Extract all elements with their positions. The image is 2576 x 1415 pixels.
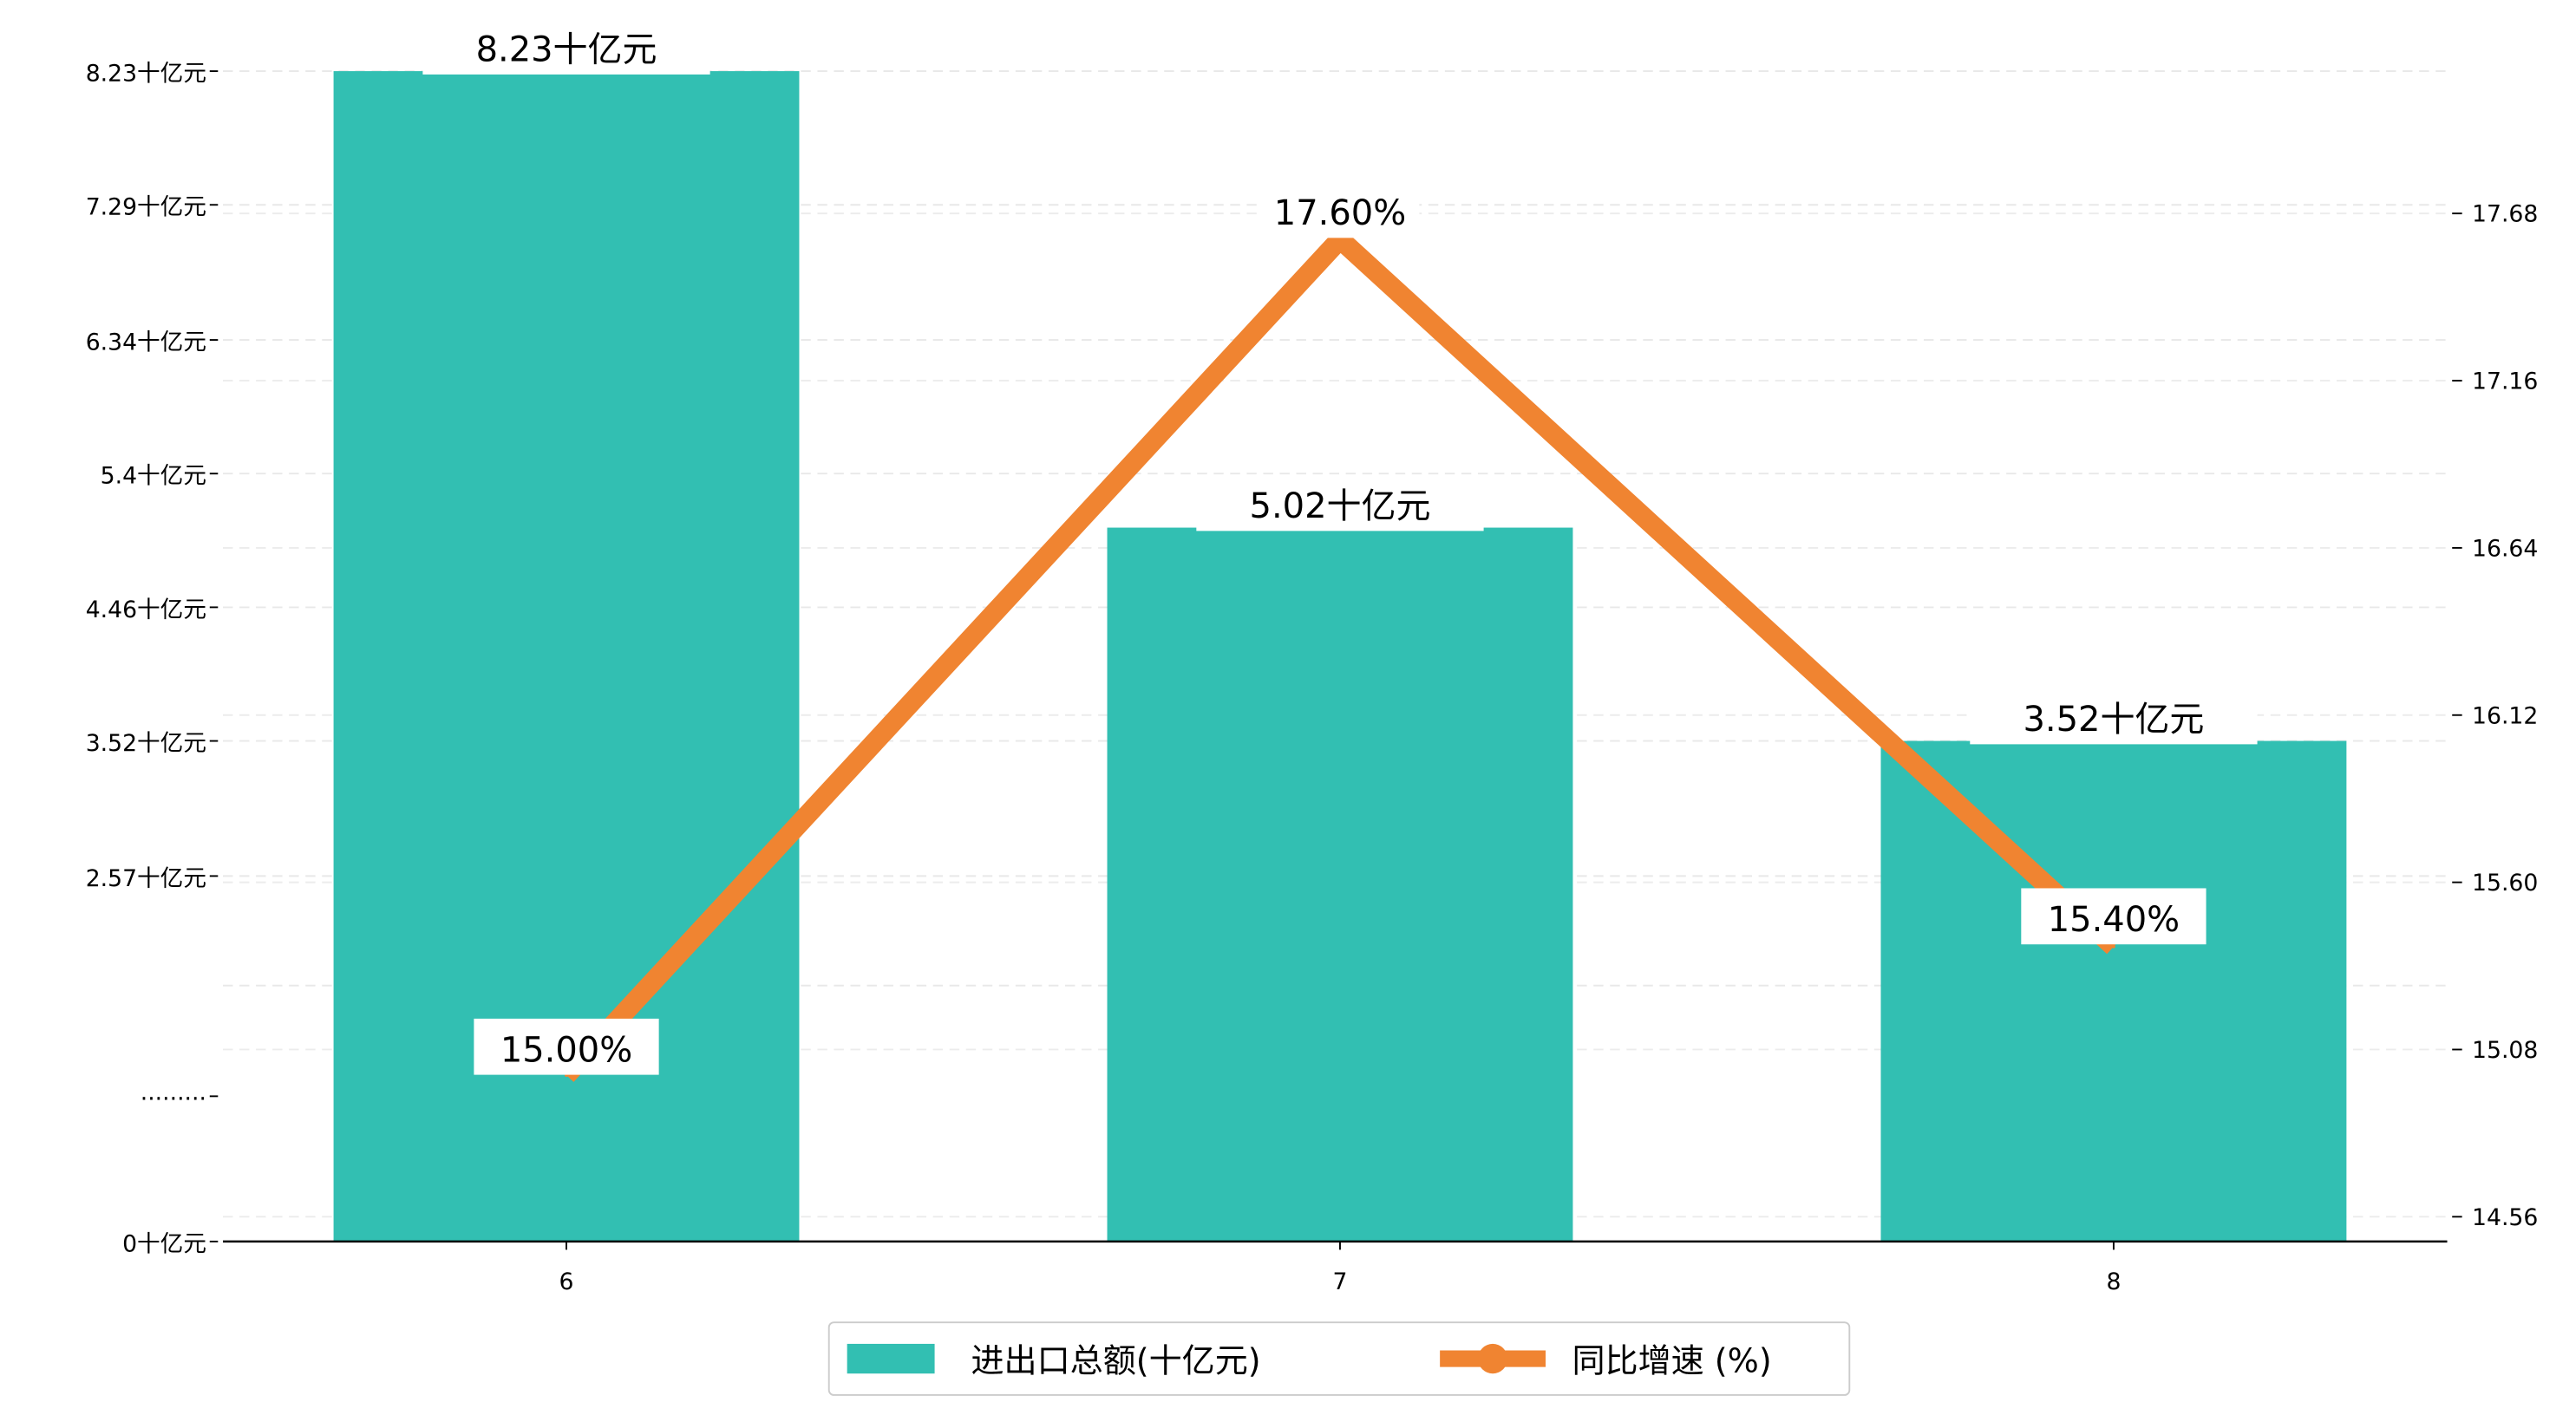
left-axis-ticks: 0十亿元 ········· 2.57十亿元 3.52十亿元 4.46十亿元 5.4十亿元… (86, 60, 219, 1257)
annotations: 8.23十亿元 5.02十亿元 3.52十亿元 15.00% 17.60% 15.40% (422, 18, 2258, 1075)
right-tick-label: 16.12 (2472, 702, 2538, 729)
legend: 进出口总额(十亿元) 同比增速 (%) (827, 1321, 1851, 1396)
bar-value-label-bg (1196, 474, 1484, 531)
right-axis-ticks: 14.56 15.08 15.60 16.12 16.64 17.16 17.68 (2452, 201, 2538, 1231)
growth-value-label: 15.00% (500, 1030, 632, 1070)
right-tick-label: 16.64 (2472, 535, 2538, 562)
left-tick-label: 6.34十亿元 (86, 329, 206, 355)
bar-8 (1880, 740, 2347, 1242)
x-axis-ticks: 6 7 8 (559, 1241, 2121, 1295)
right-tick-label: 14.56 (2472, 1204, 2538, 1231)
left-tick-label: 7.29十亿元 (86, 194, 206, 221)
growth-value-label-bg (1260, 181, 1420, 238)
x-tick-label: 7 (1332, 1268, 1347, 1295)
left-tick-label: 2.57十亿元 (86, 865, 206, 892)
growth-point-7 (1338, 237, 1342, 241)
legend-bar-label: 进出口总额(十亿元) (971, 1341, 1260, 1379)
growth-value-label-bg (2021, 888, 2207, 945)
bar-value-label: 5.02十亿元 (1250, 486, 1431, 526)
right-tick-label: 15.60 (2472, 870, 2538, 897)
growth-value-label-bg (474, 1018, 659, 1075)
legend-box (827, 1321, 1851, 1396)
left-tick-label: 3.52十亿元 (86, 730, 206, 757)
legend-line-label: 同比增速 (%) (1572, 1341, 1771, 1379)
x-tick-label: 8 (2106, 1268, 2121, 1295)
left-tick-label: 5.4十亿元 (101, 463, 206, 490)
legend-line-marker (1477, 1343, 1508, 1374)
legend-bar-swatch (847, 1343, 935, 1374)
left-tick-label: 8.23十亿元 (86, 60, 206, 87)
right-tick-label: 17.68 (2472, 201, 2538, 228)
growth-value-label: 15.40% (2048, 900, 2180, 940)
left-tick-label: ········· (141, 1086, 206, 1112)
growth-point-8 (2112, 944, 2115, 949)
bar-value-label-bg (1970, 688, 2258, 745)
bar-value-label: 3.52十亿元 (2023, 700, 2204, 740)
growth-value-label: 17.60% (1274, 193, 1406, 233)
bar-7 (1107, 527, 1573, 1242)
bar-value-label-bg (422, 18, 710, 75)
x-tick-label: 6 (559, 1268, 574, 1295)
left-tick-label: 4.46十亿元 (86, 597, 206, 623)
right-tick-label: 15.08 (2472, 1037, 2538, 1064)
bars (333, 71, 2347, 1242)
left-tick-label: 0十亿元 (122, 1230, 206, 1257)
right-tick-label: 17.16 (2472, 368, 2538, 395)
bar-value-label: 8.23十亿元 (476, 30, 657, 70)
